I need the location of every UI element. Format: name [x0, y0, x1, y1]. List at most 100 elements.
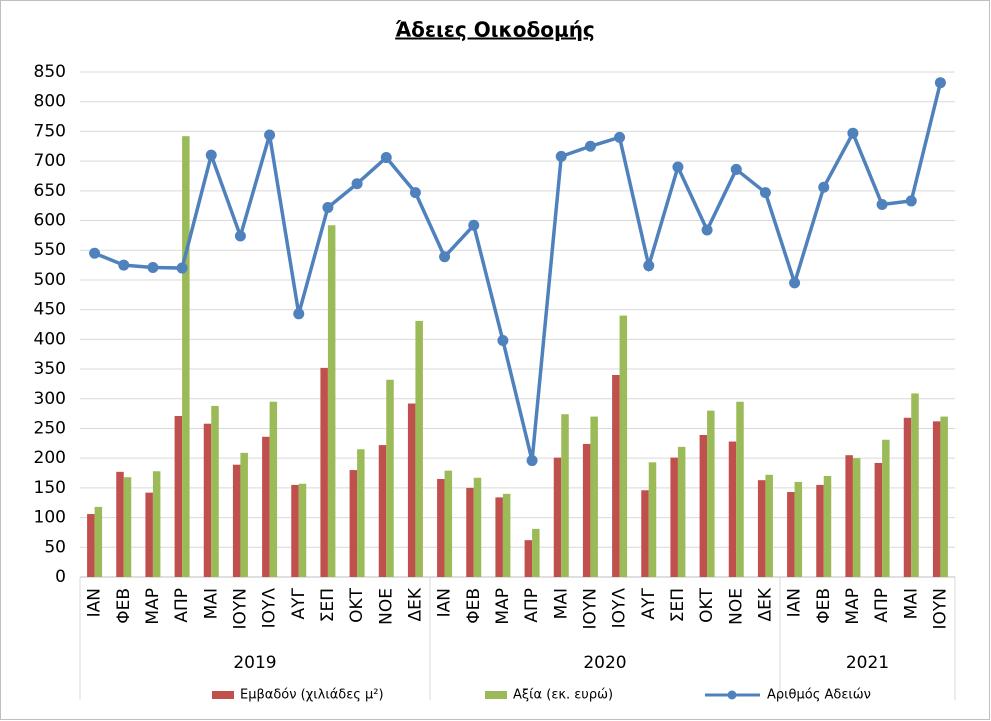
- y-tick-label: 100: [34, 508, 66, 528]
- x-tick-label: ΜΑΡ: [493, 588, 513, 625]
- y-tick-label: 550: [34, 240, 66, 260]
- point: [701, 224, 713, 236]
- legend-label: Αριθμός Αδειών: [767, 688, 871, 703]
- bar: [757, 480, 766, 577]
- y-tick-label: 200: [34, 448, 66, 468]
- x-tick-label: ΙΟΥΝ: [230, 588, 250, 630]
- y-tick-label: 850: [34, 62, 66, 82]
- bar: [320, 367, 328, 577]
- bar: [437, 478, 445, 577]
- point: [234, 230, 246, 242]
- point: [643, 260, 655, 272]
- bar: [495, 497, 503, 577]
- bar: [291, 484, 299, 577]
- bar: [699, 435, 708, 577]
- point: [584, 140, 596, 152]
- x-tick-label: ΜΑΡ: [143, 588, 163, 625]
- x-tick-label: ΙΟΥΝ: [580, 588, 600, 630]
- x-tick-label: ΜΑΙ: [551, 588, 571, 619]
- bar: [823, 476, 832, 577]
- point: [147, 261, 159, 273]
- bar: [845, 455, 853, 577]
- bar: [232, 464, 241, 577]
- bar: [903, 417, 912, 577]
- point: [264, 129, 276, 141]
- bar: [415, 320, 423, 577]
- point: [818, 181, 830, 193]
- chart-title: Άδειες Οικοδομής: [395, 18, 595, 42]
- bar: [852, 458, 861, 577]
- bar: [553, 457, 562, 577]
- bar: [612, 375, 620, 577]
- point: [614, 131, 626, 143]
- legend-swatch: [485, 691, 507, 699]
- point: [409, 187, 421, 199]
- x-tick-label: ΣΕΠ: [668, 588, 688, 622]
- y-tick-label: 250: [34, 418, 66, 438]
- x-tick-label: ΟΚΤ: [697, 587, 717, 623]
- point: [847, 127, 859, 139]
- x-tick-label: ΜΑΡ: [843, 588, 863, 625]
- x-tick-label: ΑΥΓ: [289, 587, 309, 619]
- bar: [211, 405, 219, 577]
- y-tick-label: 400: [34, 329, 66, 349]
- bar: [874, 462, 883, 577]
- bar: [590, 416, 598, 577]
- bar: [677, 446, 686, 577]
- point: [905, 195, 917, 207]
- point: [351, 178, 363, 190]
- bar: [145, 492, 153, 577]
- bar: [444, 470, 453, 577]
- bar: [386, 379, 394, 577]
- bar: [765, 474, 773, 577]
- bar: [203, 423, 212, 577]
- x-tick-label: ΟΚΤ: [347, 587, 367, 623]
- bar: [641, 490, 649, 577]
- group-label: 2020: [583, 653, 626, 673]
- point: [293, 308, 305, 320]
- bar: [262, 436, 270, 577]
- point: [89, 247, 101, 259]
- point: [789, 277, 801, 289]
- x-tick-label: ΝΟΕ: [726, 588, 746, 625]
- x-tick-label: ΑΠΡ: [872, 588, 892, 623]
- x-tick-label: ΙΑΝ: [435, 588, 455, 617]
- bar: [473, 477, 482, 577]
- point: [439, 251, 451, 263]
- bar: [794, 481, 803, 577]
- x-tick-label: ΙΑΝ: [85, 588, 105, 617]
- bar: [298, 483, 307, 577]
- y-tick-label: 300: [34, 389, 66, 409]
- point: [555, 150, 567, 162]
- bar: [378, 445, 387, 577]
- x-tick-label: ΙΑΝ: [785, 588, 805, 617]
- x-tick-label: ΑΥΓ: [639, 587, 659, 619]
- bar: [619, 315, 628, 577]
- x-tick-label: ΑΠΡ: [172, 588, 192, 623]
- bar: [466, 487, 474, 577]
- bar: [728, 441, 737, 577]
- x-tick-label: ΙΟΥΛ: [260, 588, 280, 629]
- y-tick-label: 800: [34, 92, 66, 112]
- bar: [736, 401, 744, 577]
- bar: [882, 439, 890, 577]
- x-tick-label: ΑΠΡ: [522, 588, 542, 623]
- legend-label: Εμβαδόν (χιλιάδες μ²): [240, 688, 384, 703]
- bar: [502, 493, 511, 577]
- point: [322, 201, 334, 213]
- x-tick-label: ΦΕΒ: [814, 588, 834, 624]
- x-tick-label: ΙΟΥΛ: [610, 588, 630, 629]
- bar: [816, 484, 824, 577]
- bar: [152, 471, 161, 577]
- y-tick-label: 500: [34, 270, 66, 290]
- bar: [648, 462, 657, 577]
- y-tick-label: 0: [55, 567, 66, 587]
- x-tick-label: ΜΑΙ: [201, 588, 221, 619]
- bar: [349, 470, 358, 577]
- bar: [87, 514, 95, 577]
- x-tick-label: ΜΑΙ: [901, 588, 921, 619]
- y-tick-label: 350: [34, 359, 66, 379]
- point: [526, 455, 538, 467]
- group-label: 2021: [846, 653, 889, 673]
